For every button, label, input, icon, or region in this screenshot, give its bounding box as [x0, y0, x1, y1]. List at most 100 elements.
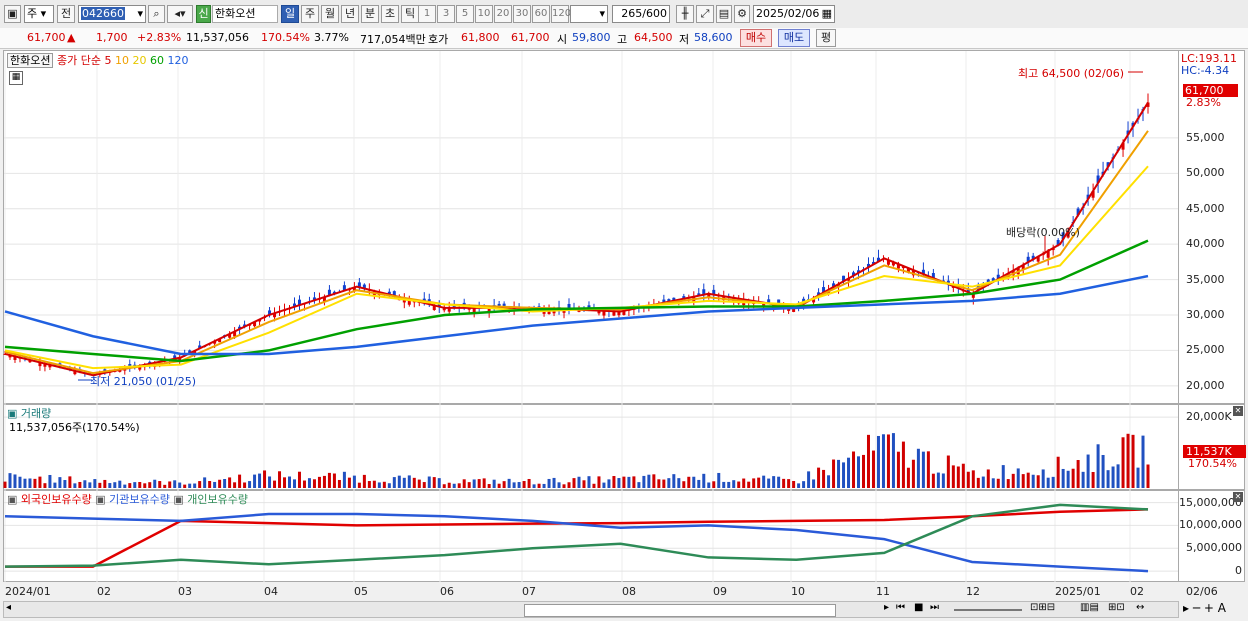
zoom-controls-icon[interactable]: ▸ ─ + A: [1183, 601, 1226, 615]
volume-tag-pct: 170.54%: [1188, 457, 1237, 470]
count-field[interactable]: 265/600: [612, 5, 670, 23]
volume-bar: [292, 479, 296, 488]
scroll-right-icon[interactable]: ▸: [884, 602, 890, 613]
volume-bar: [702, 473, 706, 488]
buy-button[interactable]: 매수: [740, 29, 772, 47]
prev-button[interactable]: 전: [57, 5, 75, 23]
zoom-slider[interactable]: [954, 609, 1022, 611]
interval-button-7[interactable]: 120: [551, 5, 571, 23]
close-volume-icon[interactable]: ✕: [1233, 406, 1243, 416]
candle-body: [362, 284, 366, 289]
stock-code-input[interactable]: 042660 ▾: [78, 5, 146, 23]
holding-line-2: [4, 503, 1149, 568]
volume-bar: [602, 482, 606, 488]
stop-icon[interactable]: ■: [914, 602, 924, 613]
draw-tool-icon[interactable]: ⤢: [696, 5, 714, 23]
price-tick-label: 55,000: [1186, 130, 1225, 144]
volume-bar: [747, 481, 751, 488]
price-panel[interactable]: [3, 50, 1179, 404]
scroll-track[interactable]: ◂ ▸ ⏮ ■ ⏭ ⊡⊞⊟ ▥▤ ⊞⊡ ↔: [3, 601, 1179, 618]
period-button-2[interactable]: 월: [321, 5, 339, 23]
volume-bar: [662, 479, 666, 488]
high-price: 64,500: [634, 31, 673, 44]
volume-panel[interactable]: [3, 404, 1179, 490]
interval-button-3[interactable]: 10: [475, 5, 493, 23]
candle-body: [442, 307, 446, 311]
x-tick-label: 10: [791, 585, 805, 598]
legend-stock[interactable]: 한화오션: [7, 53, 54, 68]
volume-bar: [1011, 473, 1015, 488]
calendar-icon[interactable]: ▦: [821, 7, 832, 20]
volume-bar: [692, 476, 696, 488]
candle-type-icon[interactable]: ╫: [676, 5, 694, 23]
forward-icon[interactable]: ⏭: [930, 602, 939, 613]
gear-icon[interactable]: ⚙: [734, 5, 750, 23]
rewind-icon[interactable]: ⏮: [896, 602, 905, 613]
zoom-tools-icon[interactable]: ⊡⊞⊟: [1030, 602, 1056, 613]
volume-bar: [43, 483, 47, 488]
period-button-1[interactable]: 주: [301, 5, 319, 23]
candle-body: [822, 287, 826, 293]
nav-icon[interactable]: ↔: [1136, 602, 1145, 613]
candle-body: [1026, 256, 1030, 263]
date-field[interactable]: 2025/02/06 ▦: [753, 5, 835, 23]
volume-bar: [981, 476, 985, 488]
interval-button-0[interactable]: 1: [418, 5, 436, 23]
volume-bar: [447, 482, 451, 488]
speaker-icon[interactable]: ◂▾: [167, 5, 193, 23]
interval-button-6[interactable]: 60: [532, 5, 550, 23]
period-button-5[interactable]: 초: [381, 5, 399, 23]
x-tick-label: 06: [440, 585, 454, 598]
date-value: 2025/02/06: [756, 7, 820, 20]
volume-bar: [612, 476, 616, 488]
volume-bar: [712, 481, 716, 488]
candle-body: [777, 299, 781, 306]
candle-body: [342, 285, 346, 291]
volume-bar: [432, 477, 436, 488]
period-button-4[interactable]: 분: [361, 5, 379, 23]
volume-bar: [1071, 468, 1075, 488]
volume-bar: [492, 479, 496, 488]
volume-bar: [128, 483, 132, 488]
volume-bar: [367, 481, 371, 488]
window-menu-icon[interactable]: ▣: [4, 5, 21, 23]
interval-button-5[interactable]: 30: [513, 5, 531, 23]
search-icon[interactable]: ⌕: [148, 5, 165, 23]
save-icon[interactable]: ▤: [716, 5, 732, 23]
candle-body: [1096, 175, 1100, 183]
volume-bar: [1021, 474, 1025, 488]
candle-body: [198, 345, 202, 349]
eval-button[interactable]: 평: [816, 29, 836, 47]
interval-button-2[interactable]: 5: [456, 5, 474, 23]
sell-button[interactable]: 매도: [778, 29, 810, 47]
layout-icon[interactable]: ▥▤: [1080, 602, 1099, 613]
scroll-left-icon[interactable]: ◂: [6, 602, 12, 613]
candle-body: [1031, 255, 1035, 260]
table-icon[interactable]: ▦: [9, 71, 23, 85]
volume-bar: [337, 479, 341, 488]
unit-select[interactable]: ▾: [570, 5, 608, 23]
interval-button-4[interactable]: 20: [494, 5, 512, 23]
candle-body: [1146, 102, 1150, 107]
candle-body: [931, 273, 935, 279]
volume-bar: [332, 473, 336, 488]
grid-icon[interactable]: ⊞⊡: [1108, 602, 1125, 613]
interval-button-1[interactable]: 3: [437, 5, 455, 23]
market-select[interactable]: 주 ▾: [24, 5, 54, 23]
candle-body: [891, 262, 895, 266]
scroll-thumb[interactable]: [524, 604, 836, 617]
volume-bar: [926, 451, 930, 488]
volume-bar: [3, 481, 7, 488]
volume-bar: [857, 456, 861, 488]
period-button-3[interactable]: 년: [341, 5, 359, 23]
close-holding-icon[interactable]: ✕: [1233, 492, 1243, 502]
holding-panel[interactable]: [3, 490, 1179, 582]
volume-bar: [1061, 468, 1065, 488]
credit-badge: 신: [196, 5, 211, 23]
volume-bar: [936, 472, 940, 488]
candle-body: [407, 299, 411, 305]
volume-bar: [622, 476, 626, 488]
period-button-0[interactable]: 일: [281, 5, 299, 23]
x-tick-label: 05: [354, 585, 368, 598]
